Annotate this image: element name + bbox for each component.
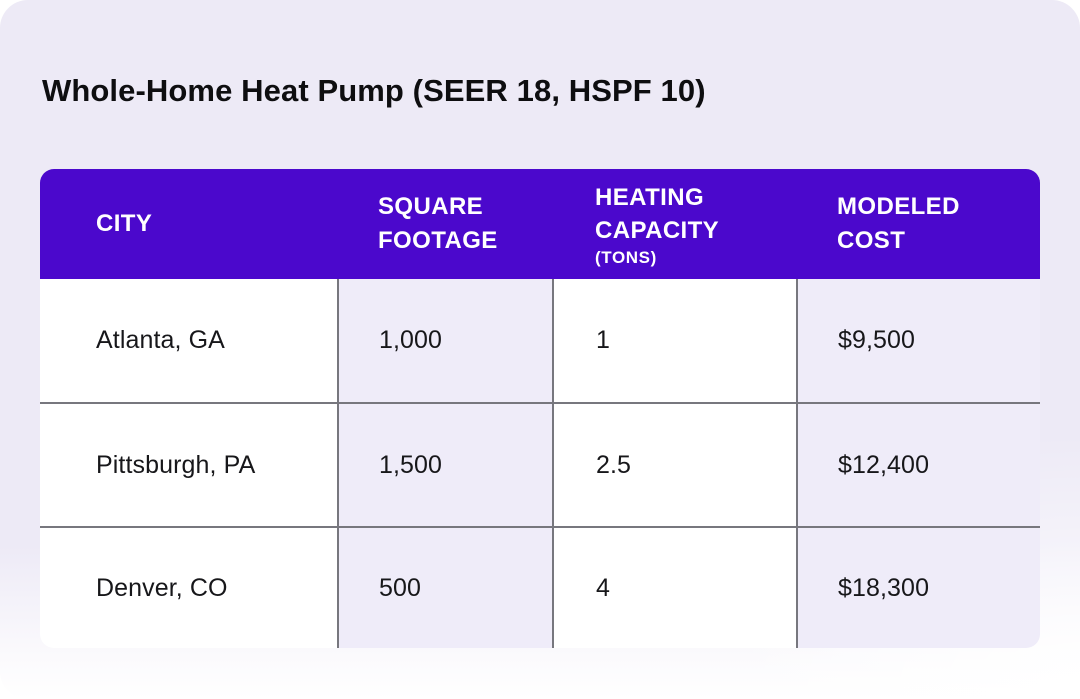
table-row-atlanta: Atlanta, GA 1,000 1 $9,500 <box>40 279 1040 404</box>
heat-pump-table-card: CITY SQUARE FOOTAGE HEATING CAPACITY (TO… <box>40 169 1040 649</box>
cell-square-footage: 1,000 <box>337 279 553 404</box>
cell-city: Denver, CO <box>40 526 338 649</box>
column-header-label: MODELED COST <box>837 193 960 254</box>
column-header-label: HEATING CAPACITY <box>595 183 720 245</box>
table-body: Atlanta, GA 1,000 1 $9,500 Pittsburgh, P… <box>40 279 1040 649</box>
column-header-city: CITY <box>40 169 338 280</box>
table-row-denver: Denver, CO 500 4 $18,300 <box>40 526 1040 649</box>
column-header-label: CITY <box>96 209 153 237</box>
cell-heating-capacity: 1 <box>552 279 797 404</box>
page-title: Whole-Home Heat Pump (SEER 18, HSPF 10) <box>42 73 706 108</box>
content-area: Whole-Home Heat Pump (SEER 18, HSPF 10) … <box>0 72 1080 649</box>
cell-heating-capacity: 4 <box>552 526 797 649</box>
cell-modeled-cost: $9,500 <box>796 279 1040 404</box>
column-header-modeled-cost: MODELED COST <box>797 169 1040 280</box>
cell-city: Pittsburgh, PA <box>40 402 338 528</box>
column-header-square-footage: SQUARE FOOTAGE <box>338 169 553 280</box>
column-header-sublabel: (TONS) <box>595 247 657 267</box>
cell-modeled-cost: $12,400 <box>796 402 1040 528</box>
cell-heating-capacity: 2.5 <box>552 402 797 528</box>
cell-square-footage: 500 <box>337 526 553 649</box>
cell-square-footage: 1,500 <box>337 402 553 528</box>
column-header-label: SQUARE FOOTAGE <box>378 193 498 254</box>
cell-modeled-cost: $18,300 <box>796 526 1040 649</box>
header-row: CITY SQUARE FOOTAGE HEATING CAPACITY (TO… <box>40 169 1040 280</box>
table-row-pittsburgh: Pittsburgh, PA 1,500 2.5 $12,400 <box>40 402 1040 528</box>
cell-city: Atlanta, GA <box>40 279 338 404</box>
column-header-heating-capacity: HEATING CAPACITY (TONS) <box>553 169 797 280</box>
heat-pump-table: CITY SQUARE FOOTAGE HEATING CAPACITY (TO… <box>40 169 1040 649</box>
table-header: CITY SQUARE FOOTAGE HEATING CAPACITY (TO… <box>40 169 1040 280</box>
